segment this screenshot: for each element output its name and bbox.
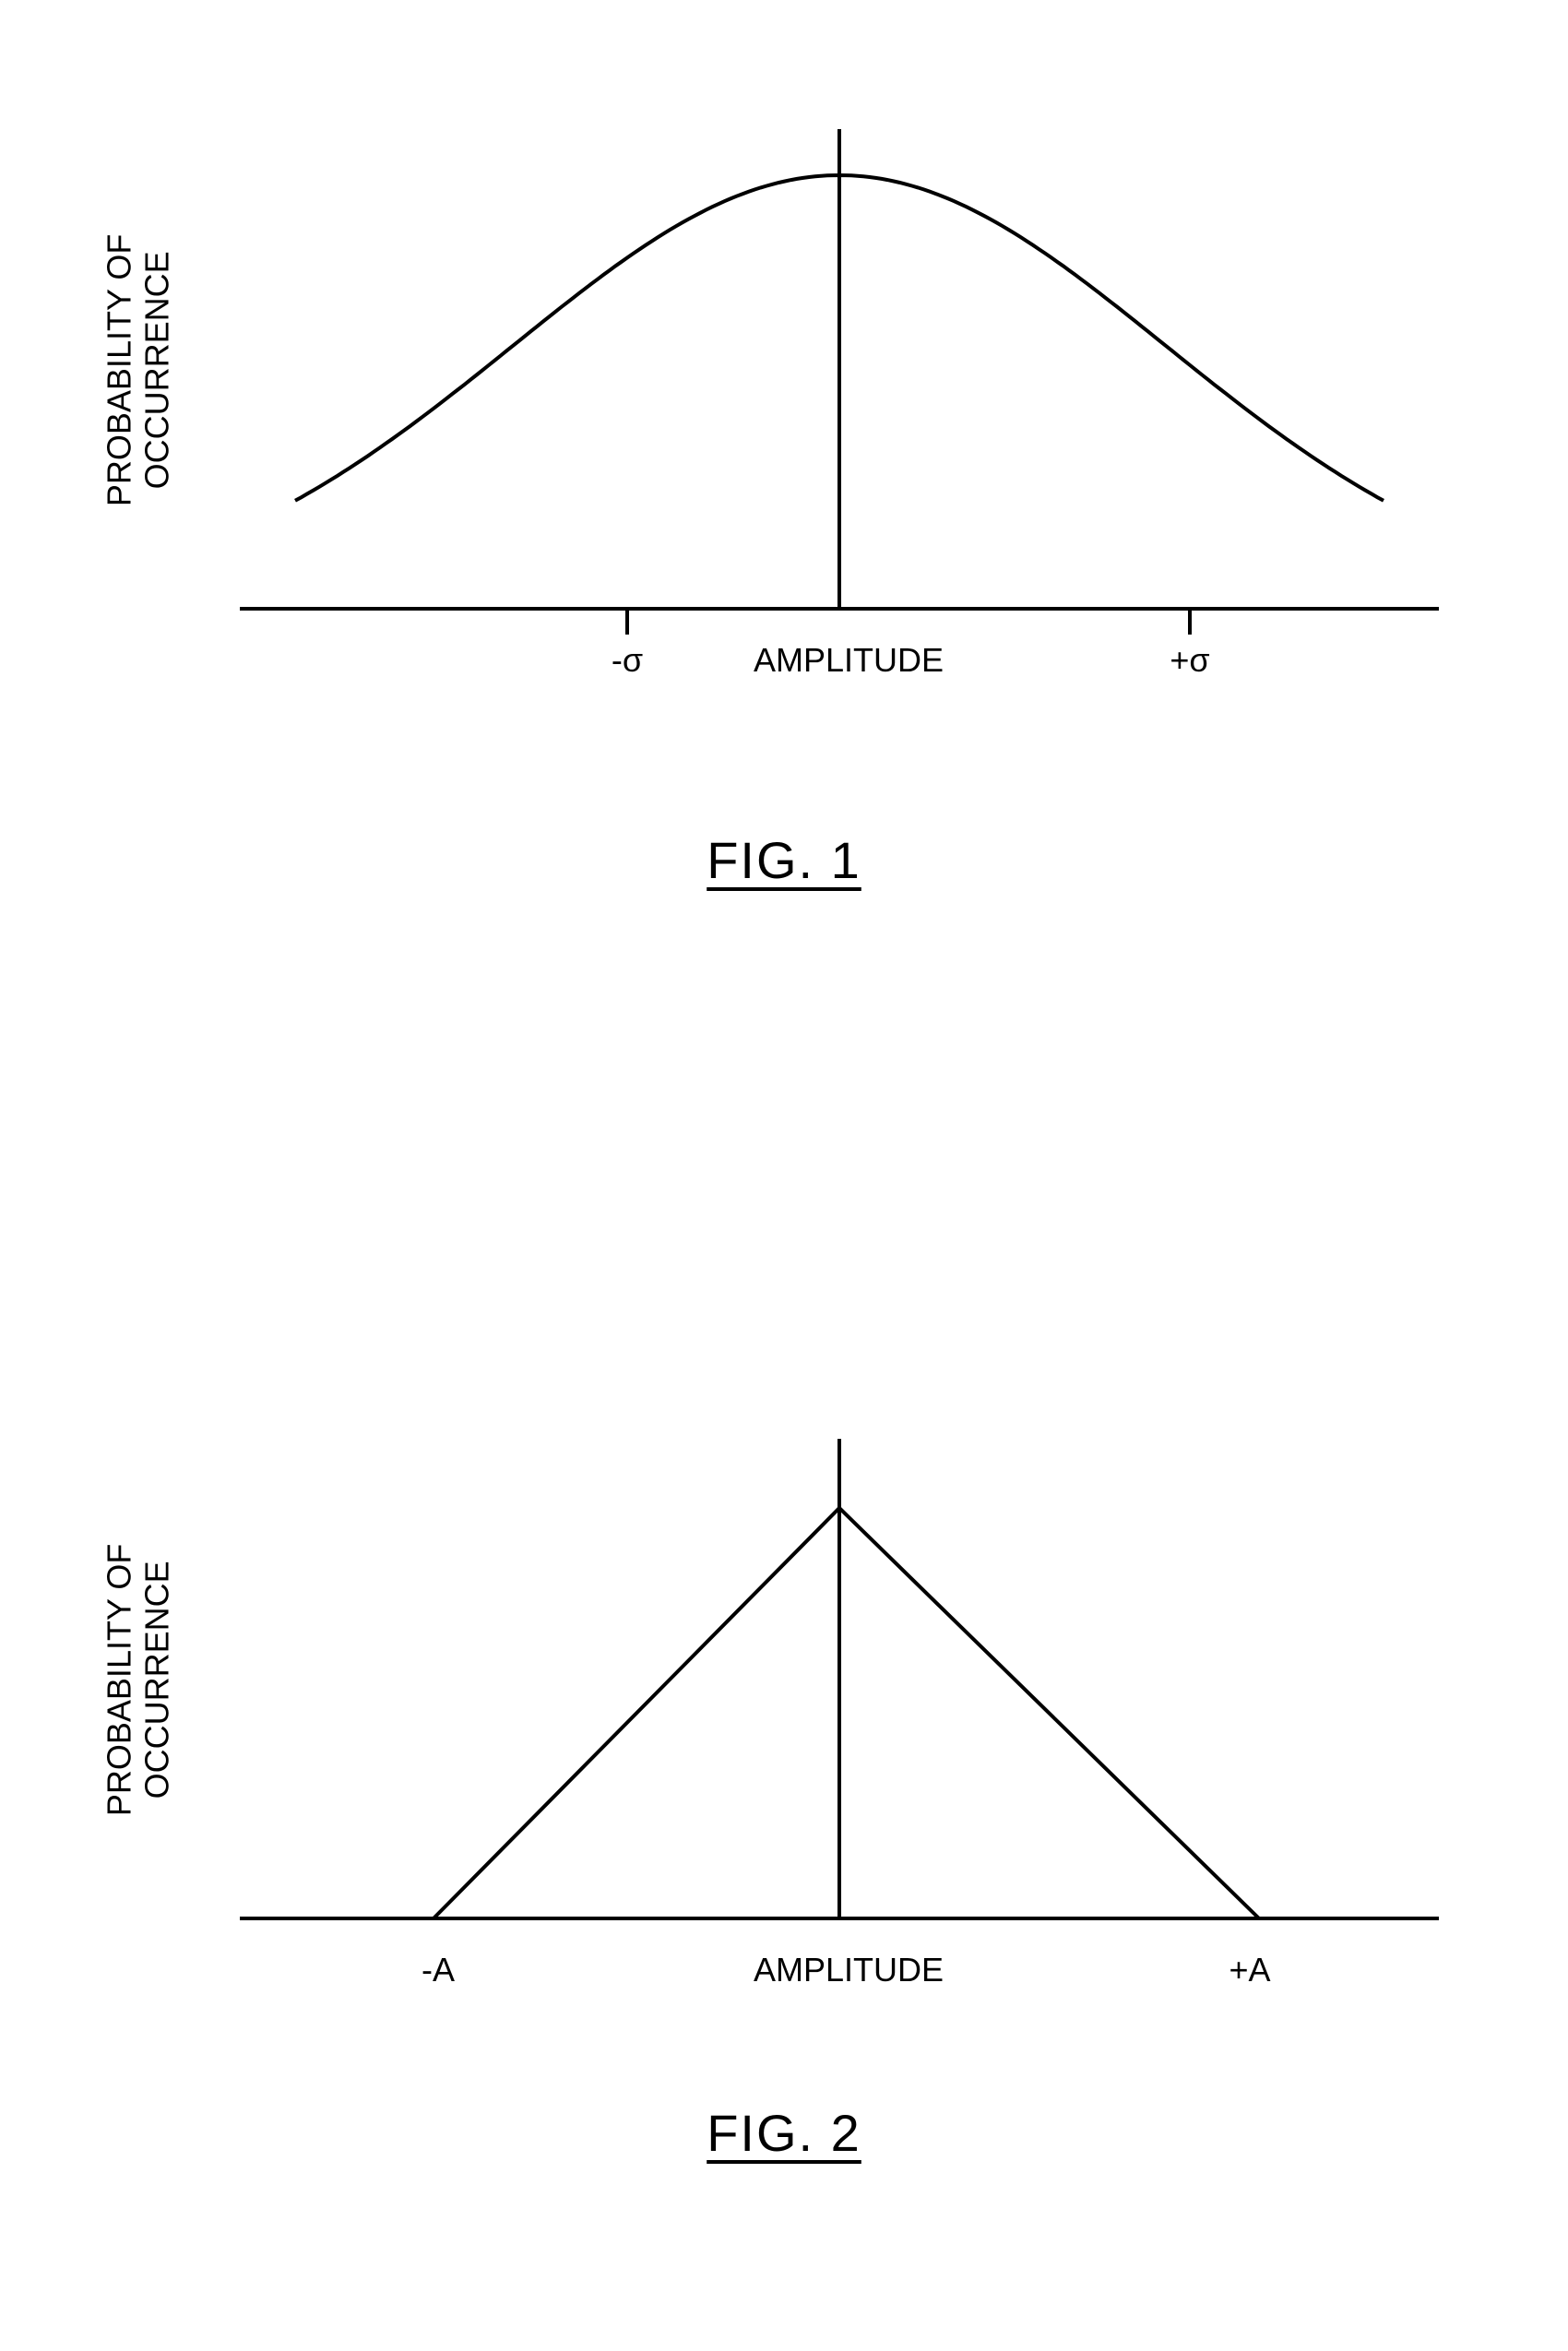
fig1-ylabel: PROBABILITY OF OCCURRENCE	[101, 176, 177, 564]
page: PROBABILITY OF OCCURRENCE -σ +σ AMPLITUD…	[0, 0, 1568, 2351]
fig2-plot	[240, 1420, 1439, 1974]
fig1-ylabel-line2: OCCURRENCE	[138, 251, 176, 489]
fig2-xlabel: AMPLITUDE	[729, 1951, 968, 1989]
fig1-xlabel: AMPLITUDE	[729, 641, 968, 680]
fig1-tick-neg-label: -σ	[590, 641, 664, 680]
fig2-ylabel-line2: OCCURRENCE	[138, 1561, 176, 1799]
fig2-triangle-curve	[434, 1508, 1259, 1918]
fig1-ylabel-line1: PROBABILITY OF	[101, 234, 138, 506]
fig2-tick-neg-label: -A	[401, 1951, 475, 1989]
fig2-ylabel: PROBABILITY OF OCCURRENCE	[101, 1486, 177, 1873]
fig1-tick-pos-label: +σ	[1153, 641, 1227, 680]
fig1-plot	[240, 111, 1439, 664]
fig2-ylabel-line1: PROBABILITY OF	[101, 1544, 138, 1816]
fig2-caption: FIG. 2	[646, 2103, 922, 2163]
fig2-tick-pos-label: +A	[1213, 1951, 1287, 1989]
fig1-caption: FIG. 1	[646, 830, 922, 890]
